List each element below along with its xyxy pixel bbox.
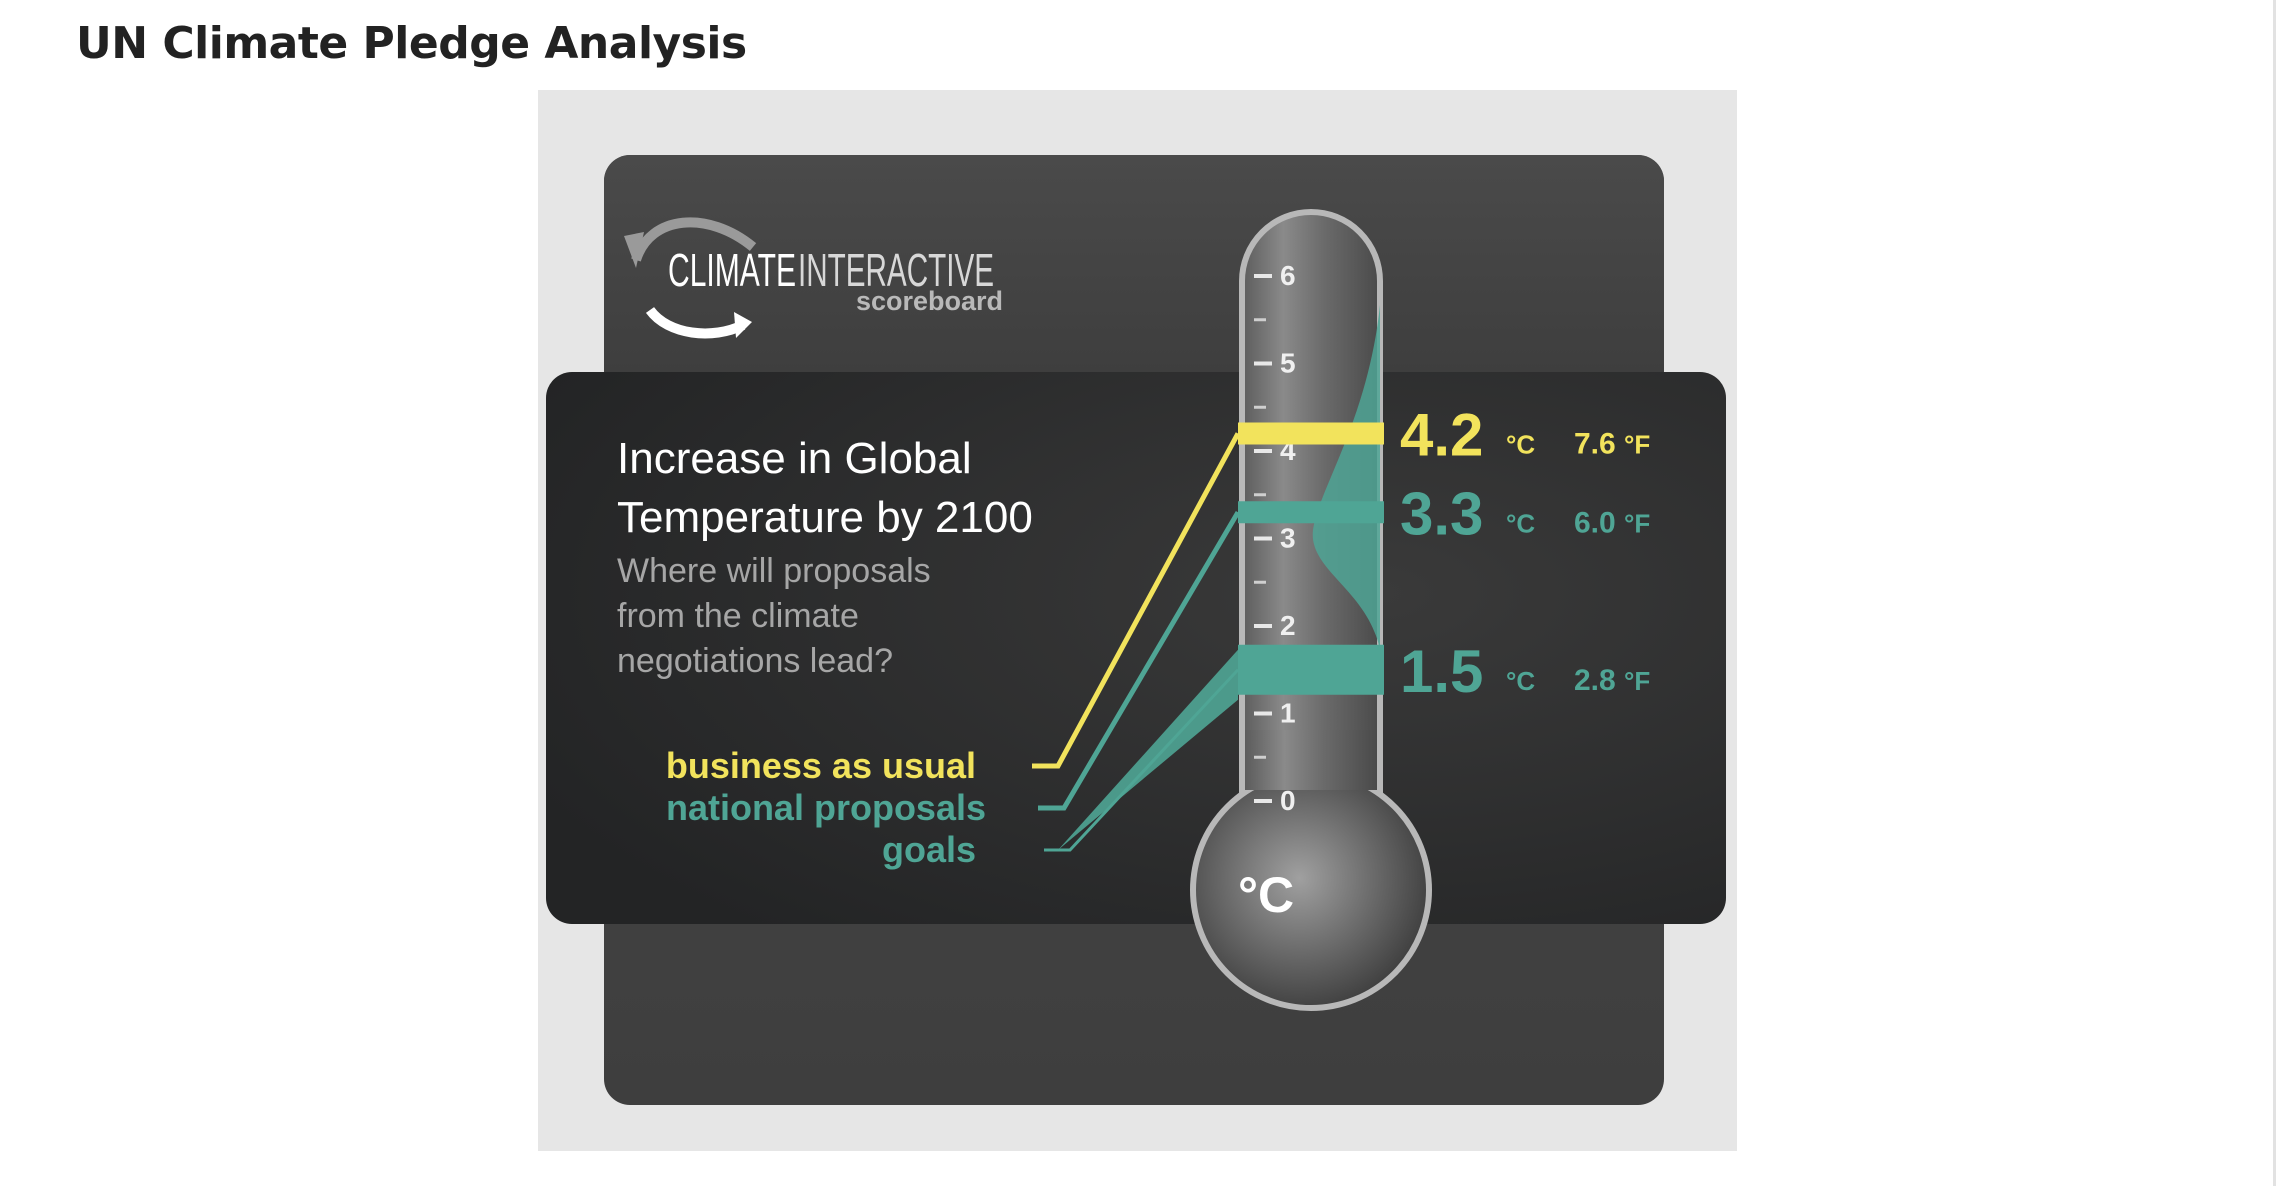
fahrenheit-unit: °F (1624, 666, 1650, 696)
thermometer-bulb (1190, 769, 1432, 1011)
celsius-unit: °C (1506, 430, 1535, 460)
fahrenheit-value: 2.8 (1574, 664, 1616, 697)
logo-arrow-top (631, 217, 757, 262)
tick-label: 6 (1280, 260, 1296, 291)
main-panel (546, 372, 1726, 924)
infographic-frame: CLIMATE INTERACTIVE scoreboard Increase … (538, 90, 1737, 1151)
page-title: UN Climate Pledge Analysis (76, 18, 747, 69)
thermometer-unit-label: °C (1238, 867, 1294, 923)
question-line-2: from the climate (617, 597, 859, 635)
series-business-as-usual: business as usual 4.2 °C 7.6 °F (666, 402, 1650, 787)
scrollbar[interactable] (2273, 0, 2276, 1186)
logo-arrow-bottom (645, 306, 746, 339)
tick-label: 5 (1280, 348, 1296, 379)
top-panel-header (604, 155, 1664, 395)
celsius-unit: °C (1506, 666, 1535, 696)
logo-arrowhead-bottom (734, 312, 752, 338)
legend-label: goals (882, 829, 976, 870)
tick-label: 2 (1280, 610, 1296, 641)
thermometer-infographic: CLIMATE INTERACTIVE scoreboard Increase … (546, 155, 1726, 1105)
fahrenheit-unit: °F (1624, 508, 1650, 538)
brand-name-part2: INTERACTIVE (798, 244, 994, 296)
question-line-1: Where will proposals (617, 552, 931, 590)
series-national-proposals: national proposals 3.3 °C 6.0 °F (666, 480, 1650, 828)
celsius-value: 3.3 (1400, 480, 1483, 547)
tick-label: 1 (1280, 698, 1296, 729)
celsius-value: 1.5 (1400, 638, 1483, 705)
fahrenheit-value: 6.0 (1574, 506, 1616, 539)
celsius-value: 4.2 (1400, 402, 1483, 469)
legend-label: business as usual (666, 745, 976, 786)
brand-subtitle: scoreboard (856, 286, 1003, 316)
question-line-3: negotiations lead? (617, 642, 893, 680)
climate-interactive-logo: CLIMATE INTERACTIVE scoreboard (624, 217, 1003, 339)
fahrenheit-unit: °F (1624, 430, 1650, 460)
brand-name-part1: CLIMATE (668, 244, 796, 296)
celsius-unit: °C (1506, 508, 1535, 538)
connector-wedge (1058, 649, 1238, 850)
tick-label: 0 (1280, 785, 1296, 816)
heading-line-2: Temperature by 2100 (617, 493, 1033, 542)
series-goals: goals 1.5 °C 2.8 °F (882, 638, 1650, 870)
tick-label: 3 (1280, 523, 1296, 554)
connector-line (1032, 432, 1241, 769)
distribution-shape (1312, 305, 1380, 650)
heading-line-1: Increase in Global (617, 434, 972, 483)
connector-line (1038, 510, 1241, 811)
logo-arrowhead-top (624, 232, 644, 268)
temperature-band (1238, 501, 1384, 524)
legend-label: national proposals (666, 787, 986, 828)
temperature-band (1238, 422, 1384, 445)
fahrenheit-value: 7.6 (1574, 428, 1616, 461)
temperature-band (1238, 644, 1384, 695)
